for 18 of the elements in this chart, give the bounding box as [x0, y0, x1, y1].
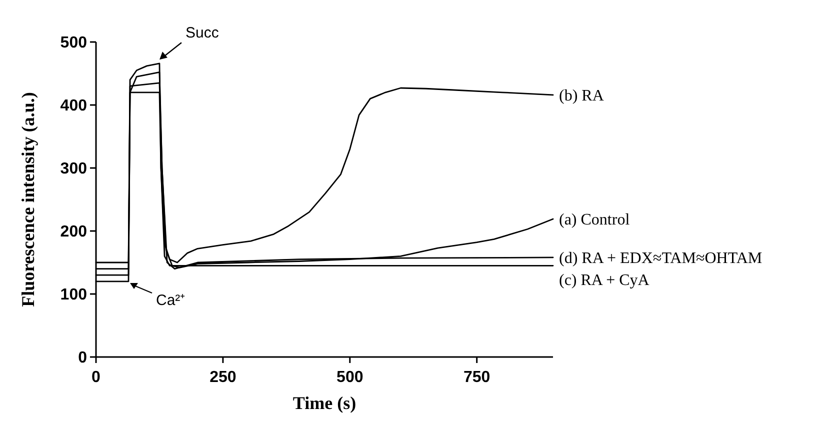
- x-tick-label: 250: [210, 369, 236, 386]
- y-tick-label: 100: [60, 286, 88, 304]
- series-label: (d) RA + EDX≈TAM≈OHTAM: [559, 250, 762, 268]
- y-axis-title: Fluorescence intensity (a.u.): [18, 92, 38, 307]
- y-tick-label: 0: [78, 350, 88, 367]
- y-tick-label: 300: [60, 160, 88, 178]
- annotation: Succ: [185, 24, 220, 42]
- y-tick-label: 200: [60, 224, 88, 241]
- x-axis-title: Time (s): [292, 393, 356, 413]
- series-label: (c) RA + CyA: [559, 272, 650, 290]
- y-tick-label: 400: [60, 98, 88, 115]
- y-tick-label: 500: [60, 34, 88, 52]
- series-label: (b) RA: [559, 88, 604, 105]
- x-tick-label: 750: [463, 369, 490, 386]
- annotation: Ca²⁺: [156, 292, 186, 309]
- x-tick-label: 500: [336, 369, 364, 386]
- x-tick-label: 0: [92, 369, 101, 386]
- series-label: (a) Control: [559, 212, 630, 229]
